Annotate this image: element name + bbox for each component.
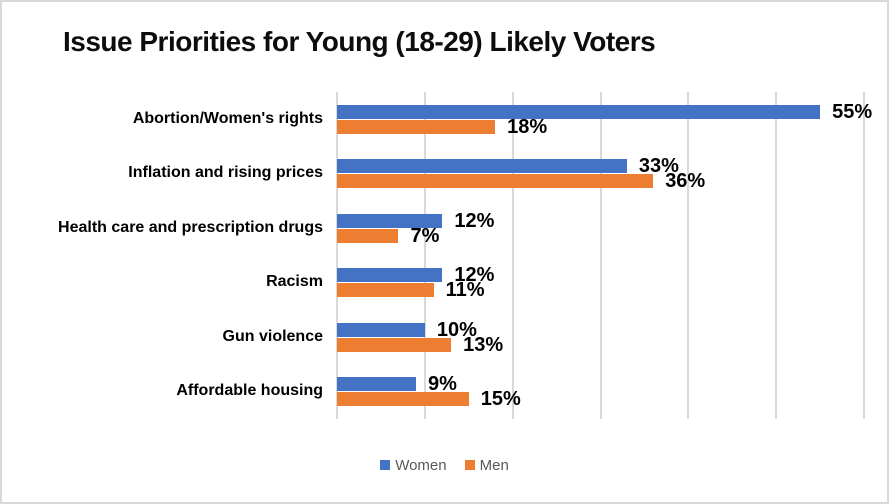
bar-women xyxy=(337,268,443,283)
category-label: Gun violence xyxy=(222,327,323,345)
bar-men xyxy=(337,392,469,407)
bar-women xyxy=(337,159,627,174)
category-axis: Abortion/Women's rights Inflation and ris… xyxy=(2,92,323,419)
data-label-women: 10% xyxy=(436,318,477,341)
data-label-men: 7% xyxy=(410,224,440,247)
legend-swatch-women xyxy=(380,460,391,470)
gridline xyxy=(336,92,338,419)
data-label-women: 12% xyxy=(454,209,495,232)
legend: Women Men xyxy=(2,454,887,476)
bar-men xyxy=(337,228,399,243)
data-label-men: 36% xyxy=(665,170,706,193)
gridline xyxy=(511,92,514,419)
data-label-women: 33% xyxy=(638,155,679,178)
bar-women xyxy=(337,322,425,337)
data-label-women: 9% xyxy=(428,373,457,396)
legend-item-women: Women xyxy=(380,456,447,474)
plot-area: 55% 18% 33% 36% 12% 7% 12% 11% 10% 13% 9% 15% xyxy=(336,92,872,419)
legend-label-men: Men xyxy=(479,456,509,474)
category-label: Health care and prescription drugs xyxy=(58,218,323,236)
legend-item-men: Men xyxy=(464,456,509,474)
gridline xyxy=(423,92,426,419)
data-label-men: 13% xyxy=(463,333,504,356)
bar-men xyxy=(337,283,434,298)
data-label-women: 55% xyxy=(832,100,873,123)
bar-men xyxy=(337,337,452,352)
data-label-men: 11% xyxy=(445,279,485,302)
chart-title: Issue Priorities for Young (18-29) Likel… xyxy=(63,26,656,57)
bar-men xyxy=(337,174,654,189)
bar-women xyxy=(337,104,821,119)
legend-label-women: Women xyxy=(395,456,447,474)
gridline xyxy=(863,92,865,419)
bar-women xyxy=(337,377,417,392)
legend-swatch-men xyxy=(464,460,475,470)
bar-men xyxy=(337,119,496,134)
category-label: Racism xyxy=(266,273,323,291)
gridline xyxy=(687,92,690,419)
gridline xyxy=(775,92,778,419)
bar-women xyxy=(337,213,443,228)
category-label: Inflation and rising prices xyxy=(128,164,323,182)
data-label-men: 18% xyxy=(507,115,548,138)
gridline xyxy=(599,92,602,419)
data-label-men: 15% xyxy=(480,388,521,411)
category-label: Affordable housing xyxy=(176,382,323,400)
data-label-women: 12% xyxy=(454,264,495,287)
category-label: Abortion/Women's rights xyxy=(132,109,323,127)
